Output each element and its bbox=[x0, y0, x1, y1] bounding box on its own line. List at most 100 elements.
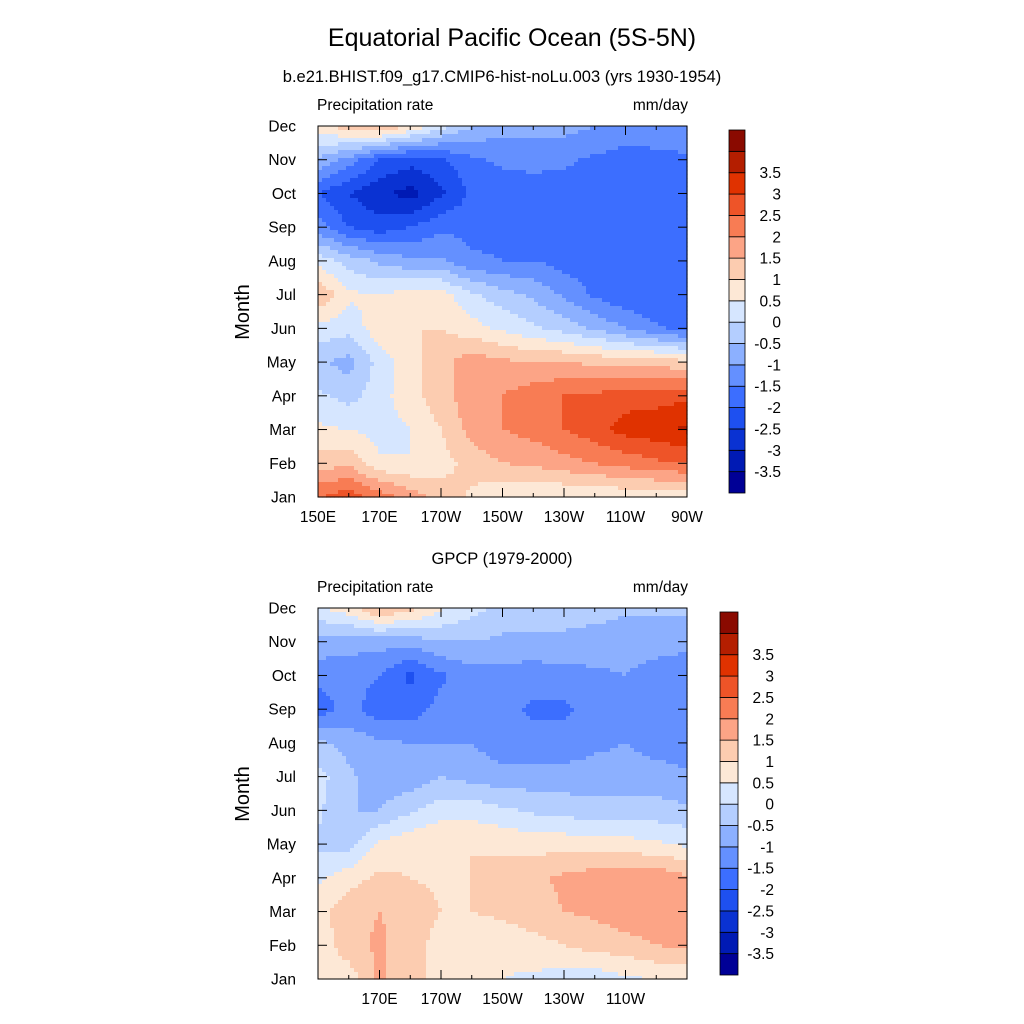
heatmap-cell bbox=[490, 150, 495, 155]
heatmap-cell bbox=[506, 226, 511, 231]
heatmap-cell bbox=[590, 166, 595, 171]
heatmap-cell bbox=[330, 270, 335, 275]
heatmap-cell bbox=[502, 266, 507, 271]
heatmap-cell bbox=[446, 310, 451, 315]
heatmap-cell bbox=[362, 126, 367, 131]
heatmap-cell bbox=[430, 290, 435, 295]
heatmap-cell bbox=[386, 186, 391, 191]
heatmap-cell bbox=[518, 294, 523, 299]
heatmap-cell bbox=[322, 146, 327, 151]
heatmap-cell bbox=[446, 206, 451, 211]
heatmap-cell bbox=[582, 310, 587, 315]
heatmap-cell bbox=[326, 162, 331, 167]
heatmap-cell bbox=[538, 134, 543, 139]
heatmap-cell bbox=[658, 186, 663, 191]
heatmap-cell bbox=[610, 270, 615, 275]
panel1-ylabel: Month bbox=[232, 284, 254, 340]
heatmap-cell bbox=[534, 154, 539, 159]
heatmap-cell bbox=[442, 202, 447, 207]
heatmap-cell bbox=[538, 190, 543, 195]
heatmap-cell bbox=[550, 330, 555, 335]
heatmap-cell bbox=[438, 242, 443, 247]
heatmap-cell bbox=[542, 182, 547, 187]
heatmap-cell bbox=[474, 258, 479, 263]
heatmap-cell bbox=[366, 234, 371, 239]
heatmap-cell bbox=[554, 138, 559, 143]
heatmap-cell bbox=[350, 146, 355, 151]
heatmap-cell bbox=[630, 246, 635, 251]
heatmap-cell bbox=[518, 250, 523, 255]
heatmap-cell bbox=[490, 146, 495, 151]
heatmap-cell bbox=[418, 234, 423, 239]
heatmap-cell bbox=[374, 254, 379, 259]
heatmap-cell bbox=[342, 178, 347, 183]
heatmap-cell bbox=[374, 162, 379, 167]
heatmap-cell bbox=[402, 182, 407, 187]
heatmap-cell bbox=[574, 286, 579, 291]
heatmap-cell bbox=[614, 278, 619, 283]
heatmap-cell bbox=[586, 322, 591, 327]
heatmap-cell bbox=[542, 230, 547, 235]
heatmap-cell bbox=[558, 146, 563, 151]
heatmap-cell bbox=[354, 322, 359, 327]
heatmap-cell bbox=[622, 130, 627, 135]
heatmap-cell bbox=[410, 314, 415, 319]
heatmap-cell bbox=[366, 226, 371, 231]
heatmap-cell bbox=[522, 294, 527, 299]
heatmap-cell bbox=[426, 334, 431, 339]
heatmap-cell bbox=[574, 170, 579, 175]
heatmap-cell bbox=[674, 142, 679, 147]
heatmap-cell bbox=[506, 170, 511, 175]
heatmap-cell bbox=[682, 138, 687, 143]
heatmap-cell bbox=[662, 154, 667, 159]
heatmap-cell bbox=[574, 186, 579, 191]
heatmap-cell bbox=[330, 286, 335, 291]
heatmap-cell bbox=[394, 154, 399, 159]
heatmap-cell bbox=[458, 302, 463, 307]
heatmap-cell bbox=[354, 302, 359, 307]
heatmap-cell bbox=[562, 278, 567, 283]
heatmap-cell bbox=[370, 274, 375, 279]
heatmap-cell bbox=[582, 254, 587, 259]
heatmap-cell bbox=[602, 334, 607, 339]
heatmap-cell bbox=[458, 274, 463, 279]
heatmap-cell bbox=[610, 310, 615, 315]
heatmap-cell bbox=[506, 138, 511, 143]
heatmap-cell bbox=[554, 246, 559, 251]
heatmap-cell bbox=[530, 166, 535, 171]
heatmap-cell bbox=[538, 258, 543, 263]
heatmap-cell bbox=[394, 170, 399, 175]
heatmap-cell bbox=[678, 230, 683, 235]
heatmap-cell bbox=[506, 318, 511, 323]
heatmap-cell bbox=[390, 202, 395, 207]
heatmap-cell bbox=[322, 218, 327, 223]
heatmap-cell bbox=[326, 282, 331, 287]
heatmap-cell bbox=[650, 274, 655, 279]
heatmap-cell bbox=[522, 146, 527, 151]
heatmap-cell bbox=[518, 238, 523, 243]
heatmap-cell bbox=[590, 202, 595, 207]
heatmap-cell bbox=[486, 258, 491, 263]
heatmap-cell bbox=[466, 194, 471, 199]
heatmap-cell bbox=[458, 222, 463, 227]
heatmap-cell bbox=[618, 318, 623, 323]
heatmap-cell bbox=[590, 210, 595, 215]
heatmap-cell bbox=[446, 330, 451, 335]
heatmap-cell bbox=[454, 246, 459, 251]
heatmap-cell bbox=[638, 178, 643, 183]
heatmap-cell bbox=[350, 218, 355, 223]
heatmap-cell bbox=[522, 202, 527, 207]
heatmap-cell bbox=[554, 310, 559, 315]
heatmap-cell bbox=[498, 182, 503, 187]
heatmap-cell bbox=[626, 190, 631, 195]
heatmap-cell bbox=[434, 254, 439, 259]
heatmap-cell bbox=[650, 186, 655, 191]
heatmap-cell bbox=[350, 166, 355, 171]
heatmap-cell bbox=[366, 202, 371, 207]
heatmap-cell bbox=[430, 186, 435, 191]
heatmap-cell bbox=[386, 142, 391, 147]
heatmap-cell bbox=[638, 326, 643, 331]
heatmap-cell bbox=[558, 214, 563, 219]
heatmap-cell bbox=[474, 130, 479, 135]
heatmap-cell bbox=[438, 310, 443, 315]
